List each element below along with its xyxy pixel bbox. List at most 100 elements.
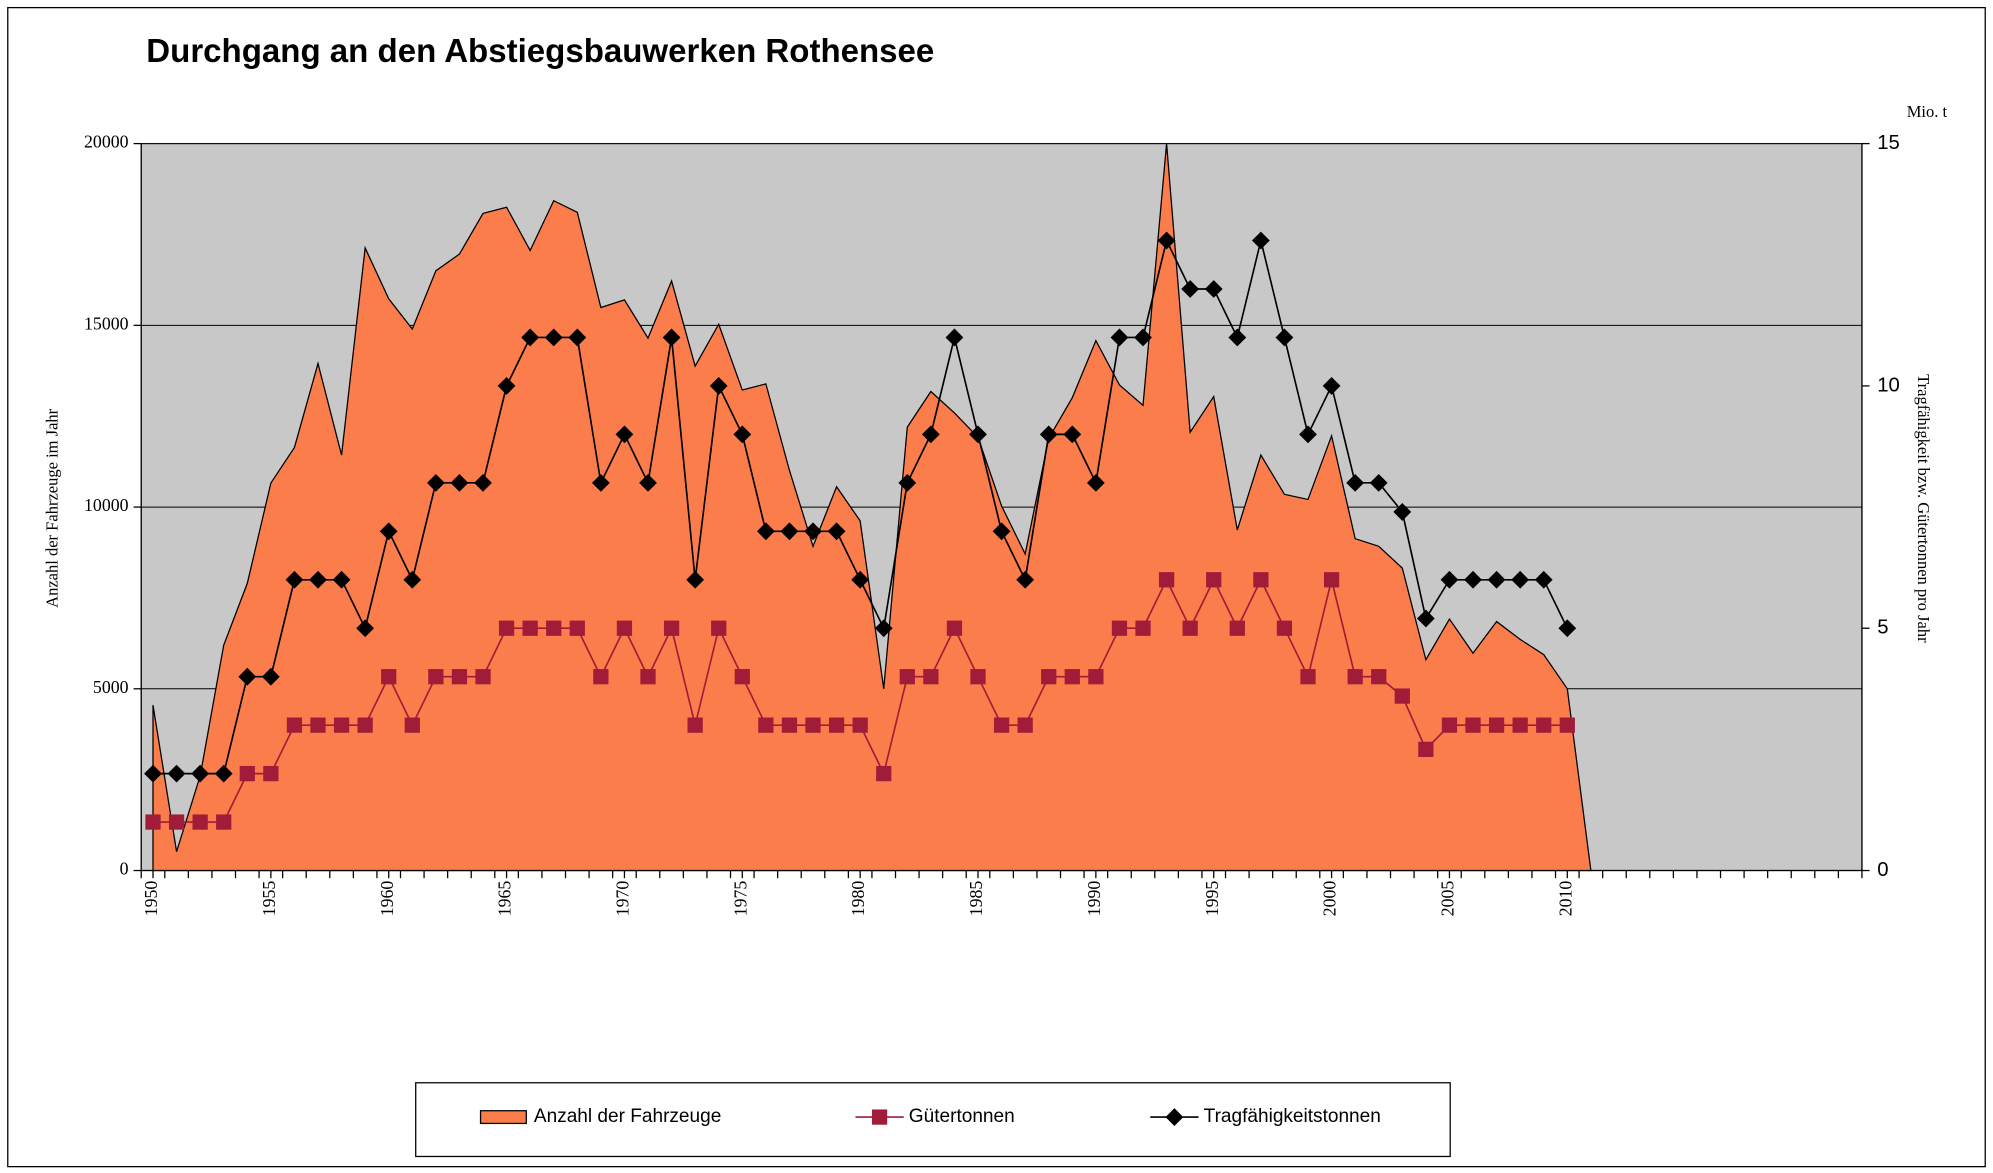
marker (379, 522, 398, 541)
y2-tick-label: 5 (1877, 617, 1888, 639)
marker (332, 570, 351, 589)
marker (404, 717, 420, 733)
marker (1536, 717, 1552, 733)
legend-box (415, 1082, 1451, 1158)
marker (214, 764, 233, 783)
x-tick-label: 1975 (730, 881, 750, 917)
marker (475, 669, 491, 685)
marker (945, 328, 964, 347)
marker (1323, 572, 1340, 588)
marker (521, 328, 540, 347)
x-tick-label: 2010 (1555, 881, 1575, 917)
marker (474, 473, 492, 492)
marker (522, 620, 538, 636)
x-tick-label: 1950 (141, 881, 161, 917)
marker (686, 570, 705, 589)
y2-tick-label: 10 (1877, 374, 1900, 396)
marker (639, 473, 657, 492)
marker (1512, 717, 1528, 733)
marker (1418, 741, 1434, 758)
marker (591, 473, 610, 492)
marker (1371, 669, 1387, 685)
marker (357, 717, 373, 733)
marker (403, 570, 422, 589)
marker (709, 377, 728, 395)
marker (874, 619, 893, 638)
marker (851, 570, 870, 589)
marker (1511, 570, 1530, 589)
y2-unit: Mio. t (1907, 102, 1948, 121)
marker (1134, 328, 1152, 347)
marker (497, 377, 516, 395)
marker (1300, 669, 1316, 685)
marker (261, 667, 280, 686)
marker (168, 814, 185, 830)
marker (1086, 473, 1105, 492)
x-tick-label: 1980 (848, 881, 868, 917)
marker (1157, 231, 1176, 250)
marker (1488, 717, 1505, 733)
marker (569, 620, 585, 636)
marker (1017, 717, 1033, 733)
marker (1416, 609, 1435, 628)
marker (1253, 572, 1269, 588)
marker (1487, 570, 1506, 589)
x-tick-label: 1955 (259, 881, 279, 917)
marker (1558, 619, 1577, 638)
chart-title: Durchgang an den Abstiegsbauwerken Rothe… (146, 33, 934, 70)
marker (356, 619, 375, 638)
marker (216, 814, 232, 830)
x-tick-label: 2005 (1438, 881, 1458, 917)
y-tick-label: 0 (120, 859, 129, 879)
marker (1393, 503, 1412, 521)
marker (970, 669, 986, 685)
y-tick-label: 5000 (93, 677, 129, 697)
marker (1206, 572, 1222, 588)
marker (1369, 473, 1388, 492)
marker (805, 717, 821, 733)
marker (1135, 620, 1151, 636)
x-tick-label: 2000 (1320, 881, 1340, 917)
marker (1440, 570, 1459, 589)
marker (544, 328, 563, 347)
marker (756, 522, 775, 541)
marker (1182, 620, 1198, 636)
marker (1039, 425, 1058, 444)
marker (992, 522, 1011, 541)
marker (758, 717, 774, 733)
marker (1251, 231, 1270, 250)
marker (711, 620, 727, 636)
marker (1276, 620, 1293, 636)
x-tick-label: 1965 (495, 881, 515, 917)
marker (616, 620, 633, 636)
marker (1394, 688, 1410, 704)
y2-tick-label: 15 (1877, 132, 1900, 154)
x-tick-label: 1995 (1202, 881, 1222, 917)
marker (1275, 328, 1294, 347)
marker (899, 669, 915, 685)
marker (309, 570, 327, 589)
marker (428, 669, 444, 685)
marker (1322, 377, 1341, 395)
marker (1064, 669, 1080, 685)
marker (239, 765, 255, 782)
marker (921, 425, 940, 444)
marker (381, 669, 397, 685)
marker (1063, 425, 1082, 444)
marker (780, 522, 799, 541)
y2-tick-label: 0 (1877, 859, 1888, 881)
marker (1041, 669, 1057, 685)
marker (662, 328, 681, 347)
marker (663, 620, 680, 636)
marker (192, 814, 208, 830)
marker (828, 717, 845, 733)
marker (946, 620, 963, 636)
x-tick-label: 1985 (966, 881, 986, 917)
marker (1165, 1108, 1184, 1126)
marker (426, 473, 445, 492)
marker (1110, 328, 1129, 347)
marker (144, 764, 162, 783)
marker (1346, 473, 1365, 492)
marker (1111, 620, 1128, 636)
